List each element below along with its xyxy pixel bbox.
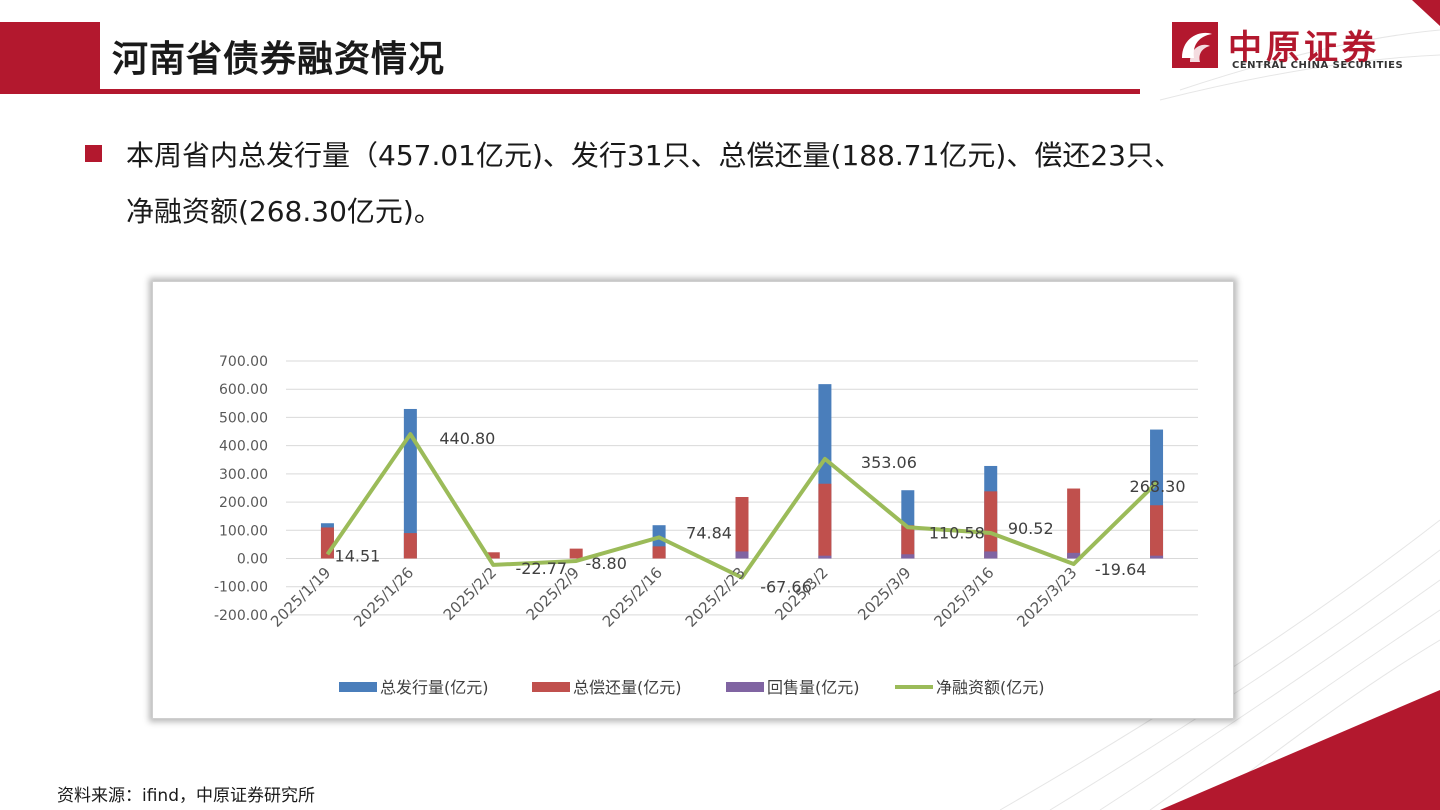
gridlines: -200.00 -100.00 0.00 100.00 200.00 300.00 400.… (214, 354, 1198, 624)
y-tick-label: 300.00 (219, 467, 268, 483)
x-tick-label: 2025/2/23 (682, 564, 749, 631)
legend-label: 总偿还量(亿元) (573, 678, 682, 697)
bond-financing-chart: -200.00 -100.00 0.00 100.00 200.00 300.00 400.… (214, 354, 1198, 697)
data-label: 110.58 (929, 523, 985, 542)
title-band (100, 22, 1140, 92)
legend-label: 净融资额(亿元) (936, 678, 1045, 697)
bullet-text-line-1: 本周省内总发行量（457.01亿元)、发行31只、总偿还量(188.71亿元)、… (126, 139, 1182, 172)
bar-repayment (984, 491, 998, 559)
bars (320, 384, 1164, 559)
bar-putback (984, 551, 998, 559)
chart-frame: -200.00 -100.00 0.00 100.00 200.00 300.00 400.… (152, 281, 1234, 719)
title-underline (100, 89, 1140, 94)
bar-repayment (486, 552, 500, 559)
bar-issuance (403, 408, 417, 559)
logo-text-cn: 中原证券 (1228, 28, 1380, 68)
bar-putback (1067, 552, 1081, 559)
data-label: -22.77 (515, 559, 567, 578)
bar-repayment (569, 548, 583, 559)
x-tick-label: 2025/1/19 (267, 564, 334, 631)
y-tick-label: -100.00 (214, 580, 268, 596)
bar-repayment (901, 525, 915, 559)
y-tick-label: 100.00 (219, 523, 268, 539)
y-tick-label: 500.00 (219, 410, 268, 426)
y-tick-label: 200.00 (219, 495, 268, 511)
net-financing-line (325, 432, 1158, 580)
data-labels: 14.51 440.80 -22.77 -8.80 74.84 -67.66 353.06 1… (335, 429, 1186, 596)
x-tick-label: 2025/3/23 (1013, 564, 1080, 631)
bullet-text-line-2: 净融资额(268.30亿元)。 (126, 195, 442, 228)
data-label: 90.52 (1008, 519, 1054, 538)
legend-swatch (532, 682, 570, 692)
legend-swatch (339, 682, 377, 692)
legend-label: 总发行量(亿元) (380, 678, 489, 697)
bar-repayment (735, 496, 749, 559)
bar-repayment (818, 483, 832, 559)
data-label: 268.30 (1130, 477, 1186, 496)
company-logo: 中原证券 CENTRAL CHINA SECURITIES (1172, 22, 1412, 74)
bar-repayment (652, 546, 666, 559)
x-tick-label: 2025/3/16 (930, 564, 997, 631)
y-tick-label: 600.00 (219, 382, 268, 398)
bar-repayment (1150, 505, 1164, 559)
bar-repayment (1067, 488, 1081, 559)
data-label: -8.80 (585, 554, 626, 573)
bar-putback (735, 551, 749, 559)
corner-decoration-bottom-right (1160, 690, 1440, 810)
bar-putback (818, 555, 832, 559)
bar-putback (1150, 555, 1164, 559)
data-label: 74.84 (686, 523, 732, 542)
bar-putback (901, 554, 915, 559)
y-tick-label: 400.00 (219, 439, 268, 455)
y-tick-label: -200.00 (214, 608, 268, 624)
title-accent-bar (0, 22, 100, 94)
bar-repayment (403, 533, 417, 559)
data-label: 440.80 (439, 429, 495, 448)
x-tick-label: 2025/1/26 (350, 564, 417, 631)
y-tick-label: 0.00 (237, 552, 268, 568)
data-label: -19.64 (1095, 560, 1147, 579)
y-tick-label: 700.00 (219, 354, 268, 370)
bullet-square-icon (85, 145, 102, 162)
data-label: 14.51 (335, 546, 381, 565)
legend: 总发行量(亿元) 总偿还量(亿元) 回售量(亿元) 净融资额(亿元) (339, 678, 1045, 697)
x-tick-label: 2025/2/16 (599, 564, 666, 631)
data-label: 353.06 (861, 453, 917, 472)
source-note: 资料来源：ifind，中原证券研究所 (57, 786, 315, 806)
legend-label: 回售量(亿元) (767, 678, 860, 697)
legend-swatch (726, 682, 764, 692)
logo-emblem-icon (1172, 22, 1218, 68)
logo-text-en: CENTRAL CHINA SECURITIES (1232, 60, 1404, 71)
page-title: 河南省债券融资情况 (112, 39, 446, 80)
x-axis-labels: 2025/1/19 2025/1/26 2025/2/2 2025/2/9 2025/2… (267, 564, 1080, 631)
data-label: -67.66 (760, 578, 812, 597)
